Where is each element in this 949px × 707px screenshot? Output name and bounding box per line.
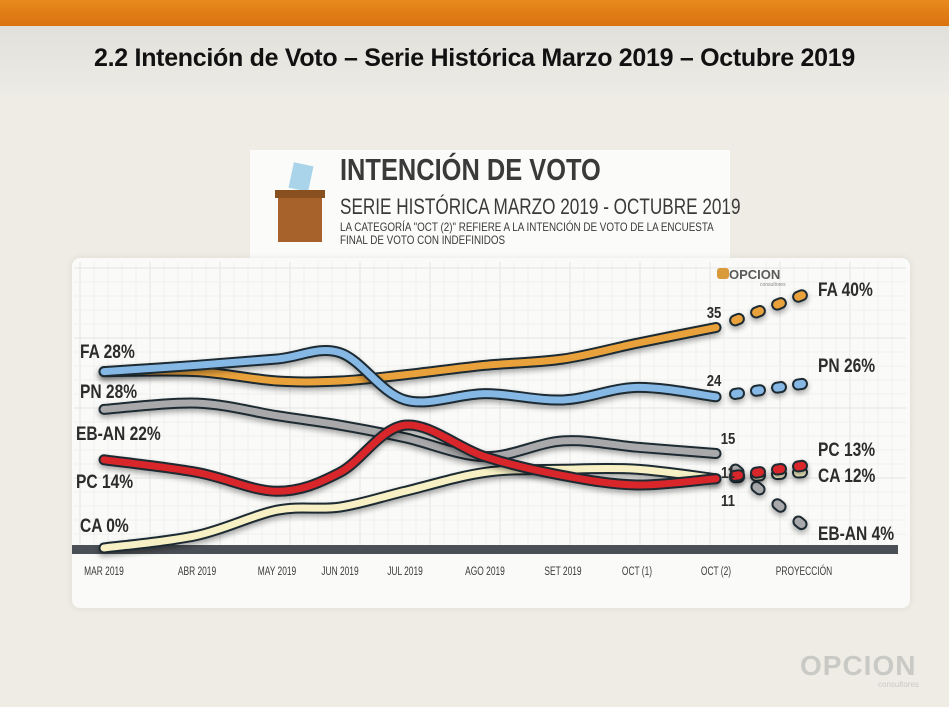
chart-note-line-1: LA CATEGORÍA "OCT (2)" REFIERE A LA INTE… — [340, 220, 714, 234]
chart-logo-mark — [717, 268, 729, 279]
x-tick-label: PROYECCIÓN — [776, 563, 832, 578]
x-tick-label: ABR 2019 — [178, 566, 216, 579]
chart-logo: OPCION consultores — [717, 267, 786, 288]
ballot-paper — [288, 162, 314, 192]
footer-logo-sub: consultores — [878, 680, 919, 689]
end-value-label-fa: 35 — [707, 305, 722, 322]
projection-label-ca: CA 12% — [818, 465, 875, 487]
projection-dash-pn — [750, 384, 766, 397]
line-eban — [100, 399, 720, 461]
ballot-box-lid — [275, 190, 325, 198]
end-value-label-pc: 11 — [721, 493, 735, 510]
ballot-box-icon — [275, 162, 325, 242]
x-tick-label: JUL 2019 — [387, 566, 423, 579]
x-axis-baseline — [72, 545, 898, 554]
x-tick-label: OCT (1) — [622, 566, 652, 579]
projection-dash-eban — [771, 498, 787, 513]
x-tick-label: MAY 2019 — [258, 566, 297, 579]
x-tick-label: SET 2019 — [544, 566, 581, 579]
chart-logo-sub: consultores — [760, 282, 786, 288]
projection-dash-pc — [792, 459, 808, 473]
series-fa — [98, 289, 808, 388]
projection-dash-fa — [771, 297, 787, 311]
projection-dash-pc — [729, 469, 745, 482]
projection-dash-pn — [729, 387, 745, 400]
projection-dash-pn — [792, 377, 808, 391]
projection-label-pn: PN 26% — [818, 355, 875, 377]
line-pc — [100, 421, 720, 495]
end-value-label-pn: 24 — [707, 373, 722, 390]
chart-title: INTENCIÓN DE VOTO — [340, 152, 601, 187]
projection-dash-eban — [750, 480, 766, 496]
line-fa — [100, 324, 720, 386]
projection-dash-fa — [729, 312, 745, 327]
projection-label-pc: PC 13% — [818, 439, 875, 461]
line-ca — [100, 464, 720, 552]
grid-lines — [74, 262, 906, 545]
projection-label-eban: EB-AN 4% — [818, 523, 894, 545]
start-label-ca: CA 0% — [80, 515, 129, 537]
ballot-box-body — [278, 198, 322, 242]
slide-title: 2.2 Intención de Voto – Serie Histórica … — [94, 44, 855, 72]
series-eban — [98, 397, 808, 531]
start-label-pn: PN 28% — [80, 381, 137, 403]
chart-note-line-2: FINAL DE VOTO CON INDEFINIDOS — [340, 233, 506, 247]
series-pn — [98, 345, 808, 408]
projection-dash-fa — [792, 289, 808, 303]
projection-dash-pn — [771, 381, 787, 394]
projection-label-fa: FA 40% — [818, 279, 873, 301]
start-label-fa: FA 28% — [80, 341, 135, 363]
x-tick-label: JUN 2019 — [321, 566, 359, 579]
chart-header-card — [250, 150, 730, 258]
chart-note: LA CATEGORÍA "OCT (2)" REFIERE A LA INTE… — [340, 221, 714, 247]
x-tick-label: AGO 2019 — [465, 566, 505, 579]
chart-subtitle: SERIE HISTÓRICA MARZO 2019 - OCTUBRE 201… — [340, 194, 741, 219]
top-accent-bar — [0, 0, 949, 26]
x-tick-label: MAR 2019 — [84, 566, 124, 579]
title-bar — [0, 26, 949, 94]
x-tick-label: OCT (2) — [701, 566, 731, 579]
chart-logo-text: OPCION — [729, 267, 780, 282]
series-pc — [98, 419, 808, 497]
line-pn — [100, 347, 720, 406]
projection-dash-pc — [771, 462, 787, 476]
start-label-pc: PC 14% — [76, 471, 133, 493]
projection-dash-eban — [792, 515, 808, 531]
end-value-label-eban: 15 — [721, 431, 736, 448]
projection-dash-fa — [750, 305, 766, 319]
start-label-eban: EB-AN 22% — [76, 423, 161, 445]
projection-dash-pc — [750, 466, 766, 479]
end-value-label-ca: 11 — [721, 465, 735, 482]
footer-logo: OPCION — [800, 650, 917, 681]
